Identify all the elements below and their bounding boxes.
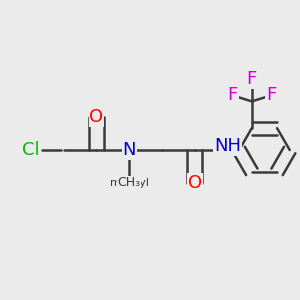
- Text: O: O: [89, 108, 103, 126]
- Text: F: F: [247, 70, 257, 88]
- Text: methyl: methyl: [110, 178, 149, 188]
- Text: F: F: [266, 86, 276, 104]
- Text: F: F: [227, 86, 238, 104]
- Text: N: N: [122, 141, 136, 159]
- Text: NH: NH: [214, 137, 241, 155]
- Text: O: O: [188, 174, 202, 192]
- Text: Cl: Cl: [22, 141, 40, 159]
- Text: methyl: methyl: [134, 184, 139, 186]
- Text: CH₃: CH₃: [118, 176, 141, 189]
